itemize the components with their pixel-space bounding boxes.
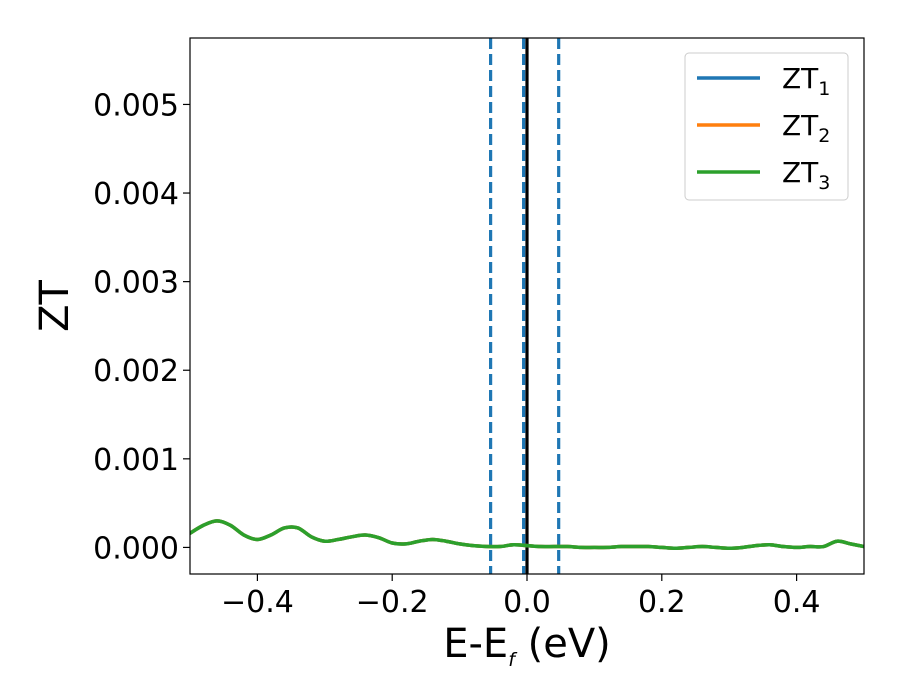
y-axis-ticks: 0.000 0.001 0.002 0.003 0.004 0.005 xyxy=(93,88,190,566)
x-tick-label: 0.4 xyxy=(773,585,821,620)
y-tick-label: 0.002 xyxy=(93,354,179,389)
legend: ZT1 ZT2 ZT3 xyxy=(684,52,849,201)
legend-label: ZT2 xyxy=(782,109,830,147)
x-tick-label: −0.4 xyxy=(221,585,294,620)
legend-label: ZT1 xyxy=(782,62,830,100)
x-tick-label: 0.2 xyxy=(638,585,686,620)
legend-frame xyxy=(684,52,849,201)
x-tick-label: −0.2 xyxy=(356,585,429,620)
y-tick-label: 0.000 xyxy=(93,531,179,566)
y-tick-label: 0.003 xyxy=(93,266,179,301)
x-axis-ticks: −0.4 −0.2 0.0 0.2 0.4 xyxy=(221,574,820,620)
legend-label: ZT3 xyxy=(782,156,830,194)
y-tick-label: 0.005 xyxy=(93,88,179,123)
x-tick-label: 0.0 xyxy=(503,585,551,620)
series-line-zt3 xyxy=(190,519,864,551)
y-axis-label: ZT xyxy=(32,280,78,332)
y-tick-label: 0.004 xyxy=(93,177,179,212)
y-tick-label: 0.001 xyxy=(93,443,179,478)
reference-lines xyxy=(489,38,561,574)
series-lines xyxy=(190,519,864,551)
x-axis-label: E-Ef (eV) xyxy=(443,621,611,671)
